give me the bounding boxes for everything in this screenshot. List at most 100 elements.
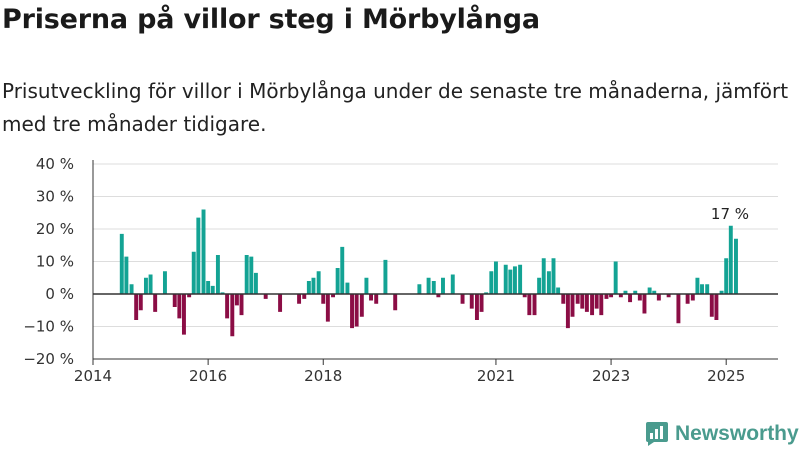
bar <box>700 284 704 294</box>
bar <box>518 264 523 294</box>
bar <box>551 258 556 294</box>
bar <box>532 294 537 316</box>
bar <box>734 238 738 294</box>
bar <box>143 277 148 294</box>
bar <box>436 294 441 298</box>
bar <box>604 294 609 299</box>
bar <box>263 294 268 299</box>
bar <box>565 294 570 329</box>
bar <box>316 271 321 294</box>
bar <box>556 287 561 294</box>
bar <box>244 255 249 294</box>
bar <box>450 274 455 294</box>
y-tick-label: −20 % <box>23 350 74 368</box>
bar <box>623 290 628 294</box>
bar <box>325 294 330 322</box>
bar <box>196 217 201 294</box>
x-tick-label: 2025 <box>707 367 745 385</box>
bar <box>580 294 585 309</box>
bar <box>297 294 302 304</box>
bar <box>148 274 153 294</box>
bar <box>479 294 484 312</box>
bar <box>177 294 182 319</box>
axes: −20 % −10 % 0 % 10 % 20 % 30 % 40 % 2014 2016 201… <box>23 155 778 385</box>
bar <box>724 258 729 294</box>
bar <box>340 246 345 294</box>
bar <box>441 277 445 294</box>
bar <box>484 292 489 294</box>
y-tick-label: 10 % <box>36 253 74 271</box>
chart-title: Priserna på villor steg i Mörbylånga <box>2 4 540 35</box>
bar <box>570 294 575 317</box>
bar <box>594 294 599 309</box>
bar <box>647 287 652 294</box>
bar <box>162 271 167 294</box>
y-tick-label: 20 % <box>36 220 74 238</box>
bar <box>719 290 724 294</box>
bar <box>153 294 158 312</box>
bar <box>618 294 623 298</box>
bar <box>369 294 373 301</box>
bar <box>364 277 369 294</box>
y-tick-label: 0 % <box>45 285 74 303</box>
bar <box>469 294 474 309</box>
bar <box>124 256 129 294</box>
newsworthy-logo-icon <box>646 422 668 446</box>
bar <box>354 294 359 327</box>
bar <box>134 294 139 320</box>
bar <box>201 209 206 294</box>
bar <box>331 294 336 298</box>
bar <box>374 294 379 304</box>
bar <box>129 284 134 294</box>
bar <box>613 261 618 294</box>
bar <box>609 294 614 298</box>
x-tick-label: 2023 <box>592 367 630 385</box>
bar <box>590 294 595 316</box>
bar <box>306 281 311 294</box>
chart-subtitle: Prisutveckling för villor i Mörbylånga u… <box>2 79 789 136</box>
bar <box>302 294 307 299</box>
bar <box>431 281 436 294</box>
bar <box>119 233 124 294</box>
bar <box>642 294 647 314</box>
bar <box>215 255 220 294</box>
grid-lines <box>93 163 778 360</box>
bar <box>575 294 580 304</box>
bar <box>503 264 508 294</box>
bar <box>728 225 733 294</box>
bars <box>119 209 738 337</box>
bar <box>522 294 527 298</box>
bar <box>709 294 714 317</box>
bar <box>359 294 364 317</box>
bar <box>187 294 192 298</box>
value-annotation: 17 % <box>711 205 749 223</box>
newsworthy-brand[interactable]: Newsworthy <box>645 421 799 447</box>
bar <box>417 284 422 294</box>
bar <box>584 294 589 312</box>
y-tick-label: 30 % <box>36 188 74 206</box>
bar <box>138 294 143 311</box>
bar <box>220 292 225 294</box>
bar <box>666 294 671 298</box>
y-tick-label: 40 % <box>36 155 74 173</box>
bar <box>561 294 566 304</box>
bar <box>714 294 719 320</box>
bar <box>206 281 211 294</box>
bar <box>253 272 258 294</box>
y-tick-label: −10 % <box>23 318 74 336</box>
bar <box>656 294 661 301</box>
bar <box>652 290 657 294</box>
bar <box>705 284 710 294</box>
brand-name: Newsworthy <box>675 422 799 445</box>
x-tick-label: 2021 <box>477 367 515 385</box>
bar <box>393 294 398 311</box>
bar <box>239 294 244 316</box>
bar <box>685 294 690 304</box>
x-tick-label: 2016 <box>189 367 227 385</box>
bar <box>546 271 551 294</box>
bar <box>350 294 355 329</box>
x-tick-label: 2018 <box>304 367 342 385</box>
bar <box>321 294 326 304</box>
bar <box>599 294 604 316</box>
bar <box>537 277 542 294</box>
